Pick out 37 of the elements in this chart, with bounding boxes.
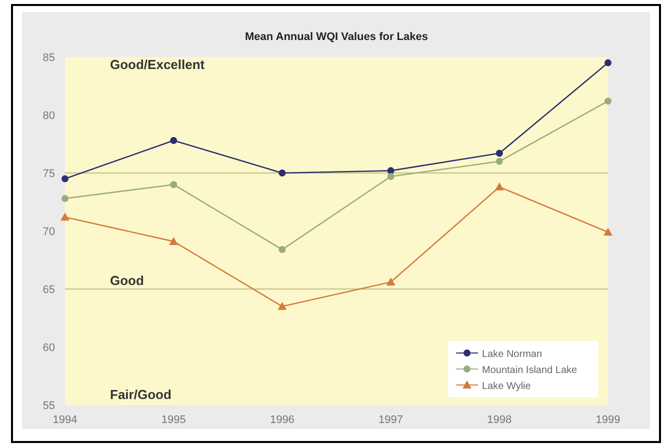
point: [604, 59, 612, 66]
point: [278, 170, 286, 176]
point: [62, 195, 68, 202]
band-label: Fair/Good: [110, 387, 172, 402]
x-tick-label: 1998: [487, 414, 512, 426]
y-tick-label: 55: [42, 400, 55, 412]
x-tick-label: 1996: [270, 414, 294, 426]
point: [169, 236, 178, 245]
point: [604, 228, 612, 236]
legend-label: Mountain Island Lake: [482, 365, 578, 376]
point: [62, 175, 68, 182]
point: [494, 182, 504, 190]
legend-label: Lake Wylie: [482, 381, 532, 392]
y-tick-label: 80: [42, 110, 55, 122]
y-tick-label: 75: [42, 168, 55, 180]
band-label: Good: [110, 273, 144, 288]
point: [604, 98, 612, 105]
x-tick-label: 1995: [161, 414, 186, 426]
y-tick-label: 60: [42, 342, 55, 354]
point: [278, 302, 287, 310]
y-tick-label: 65: [42, 284, 55, 296]
chart-title: Mean Annual WQI Values for Lakes: [245, 31, 428, 43]
point: [386, 278, 396, 286]
point: [60, 212, 70, 221]
point: [496, 158, 503, 165]
y-tick-label: 85: [42, 52, 55, 64]
x-tick-label: 1999: [596, 414, 620, 426]
band-label: Good/Excellent: [110, 57, 206, 72]
point: [496, 150, 503, 157]
point: [278, 246, 286, 254]
x-tick-label: 1994: [52, 414, 78, 426]
point: [387, 172, 394, 180]
legend-label: Lake Norman: [482, 349, 542, 360]
point: [170, 137, 178, 144]
point: [170, 181, 178, 188]
x-tick-label: 1997: [378, 414, 404, 426]
y-tick-label: 70: [42, 226, 55, 238]
